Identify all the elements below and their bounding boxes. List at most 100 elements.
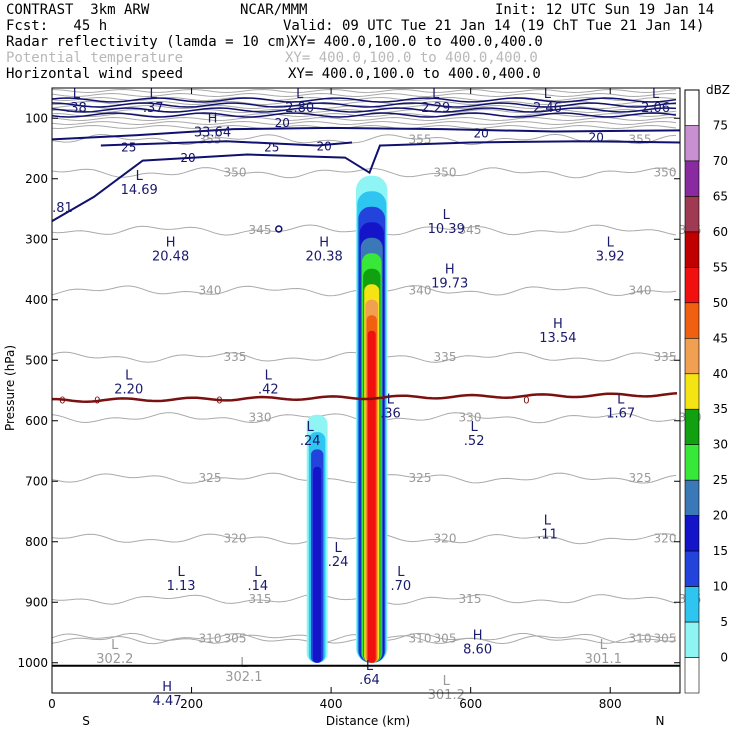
extremum-marker-L: L [607, 235, 615, 250]
axes: 0 200 400 600 800100200300400500600700800900… [17, 87, 681, 711]
y-tick-label: 500 [25, 353, 48, 367]
extremum-marker-H: H [445, 263, 455, 278]
colorbar-label: 15 [713, 544, 728, 558]
colorbar-label: 25 [713, 473, 728, 487]
theta-contour-label: 330 [249, 411, 272, 425]
colorbar-label: 40 [713, 367, 728, 381]
extremum-marker-L: L [652, 87, 660, 102]
y-tick-label: 1000 [17, 656, 48, 670]
theta-contour-label: 345 [459, 223, 482, 237]
colorbar-swatch-65 [684, 196, 700, 233]
theta-contour-label: 350 [654, 166, 677, 180]
extremum-marker-L: L [254, 565, 262, 580]
init-time: Init: 12 UTC Sun 19 Jan 14 [495, 2, 715, 18]
wind-contour-label: 20 [180, 151, 195, 165]
extremum-marker-H: H [166, 235, 176, 250]
extremum-value: .36 [380, 407, 401, 422]
extremum-marker-H: H [553, 317, 563, 332]
colorbar-label: 35 [713, 402, 728, 416]
extremum-value: 2.29 [421, 101, 450, 116]
extremum-marker-L: L [136, 169, 144, 184]
theta-contour-label: 325 [409, 471, 432, 485]
field-reflectivity-name: Radar reflectivity (lamda = 10 cm) [6, 34, 293, 50]
extremum-value: .70 [391, 579, 412, 594]
theta-contour-label: 350 [434, 166, 457, 180]
colorbar-swatch-35 [684, 408, 700, 446]
wind-contour-label: 20 [473, 126, 488, 140]
extremum-value: 302.1 [225, 670, 262, 685]
extremum-marker-H: H [208, 111, 218, 126]
extremum-marker-L: L [387, 393, 395, 408]
extremum-marker-L: L [150, 87, 158, 102]
extremum-marker-L: L [397, 565, 405, 580]
field-wind-xy: XY= 400.0,100.0 to 400.0,400.0 [288, 66, 541, 82]
theta-contour-label: 305 [434, 632, 457, 646]
colorbar-label: 45 [713, 331, 728, 345]
colorbar-swatch-20 [684, 515, 700, 552]
colorbar-swatch-40 [684, 373, 700, 410]
extremum-marker-L: L [111, 638, 119, 653]
theta-contour-label: 305 [654, 632, 677, 646]
colorbar-label: 55 [713, 260, 728, 274]
colorbar-swatch-45 [684, 337, 700, 375]
extremum-value: .64 [359, 673, 380, 688]
theta-contour-upper [51, 92, 677, 98]
theta-contour-355 [51, 133, 677, 146]
colorbar-swatch-55 [684, 267, 700, 304]
theta-contour-label: 310 [629, 632, 652, 646]
wind-contour-label: 20 [589, 131, 604, 145]
theta-contour-label: 335 [224, 350, 247, 364]
wind-contour-upper [51, 112, 677, 118]
theta-contour-label: 335 [434, 350, 457, 364]
extremum-marker-L: L [307, 420, 315, 435]
extremum-value: .52 [464, 434, 485, 449]
field-theta-xy: XY= 400.0,100.0 to 400.0,400.0 [285, 50, 538, 66]
wind-contour-label: 25 [264, 140, 279, 154]
extremum-marker-L: L [443, 208, 451, 223]
colorbar-swatch-30 [684, 444, 700, 481]
y-tick-label: 300 [25, 232, 48, 246]
reflectivity-band-55 [367, 330, 376, 663]
extremum-value: 302.2 [96, 652, 133, 667]
colorbar-swatch-25 [684, 479, 700, 517]
colorbar-label: 50 [713, 296, 728, 310]
freezing-level-line [52, 391, 678, 403]
y-tick-label: 700 [25, 474, 48, 488]
y-tick-label: 900 [25, 595, 48, 609]
theta-contour-upper [51, 116, 677, 122]
extremum-value: .42 [258, 383, 279, 398]
wind-contour-20 [51, 126, 681, 141]
freezing-level-label: 0 [94, 396, 100, 407]
extremum-marker-H: H [162, 680, 172, 695]
x-end-label-left: S [82, 714, 90, 728]
wind-contour-upper [51, 102, 677, 108]
colorbar-swatch-15 [684, 550, 700, 587]
extremum-value: 301.1 [585, 652, 622, 667]
theta-contour-label: 355 [629, 132, 652, 146]
field-wind-name: Horizontal wind speed [6, 66, 184, 82]
extremum-value: 1.13 [167, 579, 196, 594]
freezing-level: 0 0 0 0 [52, 391, 678, 407]
reflectivity-cells [306, 175, 388, 663]
colorbar-label: 5 [720, 615, 728, 629]
extremum-value: .37 [143, 101, 164, 116]
theta-contour-label: 345 [249, 223, 272, 237]
extremum-value: 14.69 [121, 183, 158, 198]
theta-contour-upper [51, 104, 677, 110]
theta-contour-label: 325 [629, 471, 652, 485]
extremum-value: 33.64 [194, 125, 231, 140]
extremum-value: 2.46 [533, 101, 562, 116]
extremum-marker-L: L [600, 638, 608, 653]
colorbar-swatch-70 [684, 160, 700, 197]
theta-contour-label: 340 [409, 284, 432, 298]
extremum-value: .14 [248, 579, 269, 594]
colorbar-label: 60 [713, 225, 728, 239]
y-tick-label: 600 [25, 414, 48, 428]
extremum-marker-L: L [240, 656, 248, 671]
forecast-hour: Fcst: 45 h [6, 18, 108, 34]
extremum-value: 20.38 [306, 249, 343, 264]
colorbar-label: 65 [713, 189, 728, 203]
theta-contour-upper [51, 120, 677, 126]
theta-contour-label: 305 [224, 632, 247, 646]
